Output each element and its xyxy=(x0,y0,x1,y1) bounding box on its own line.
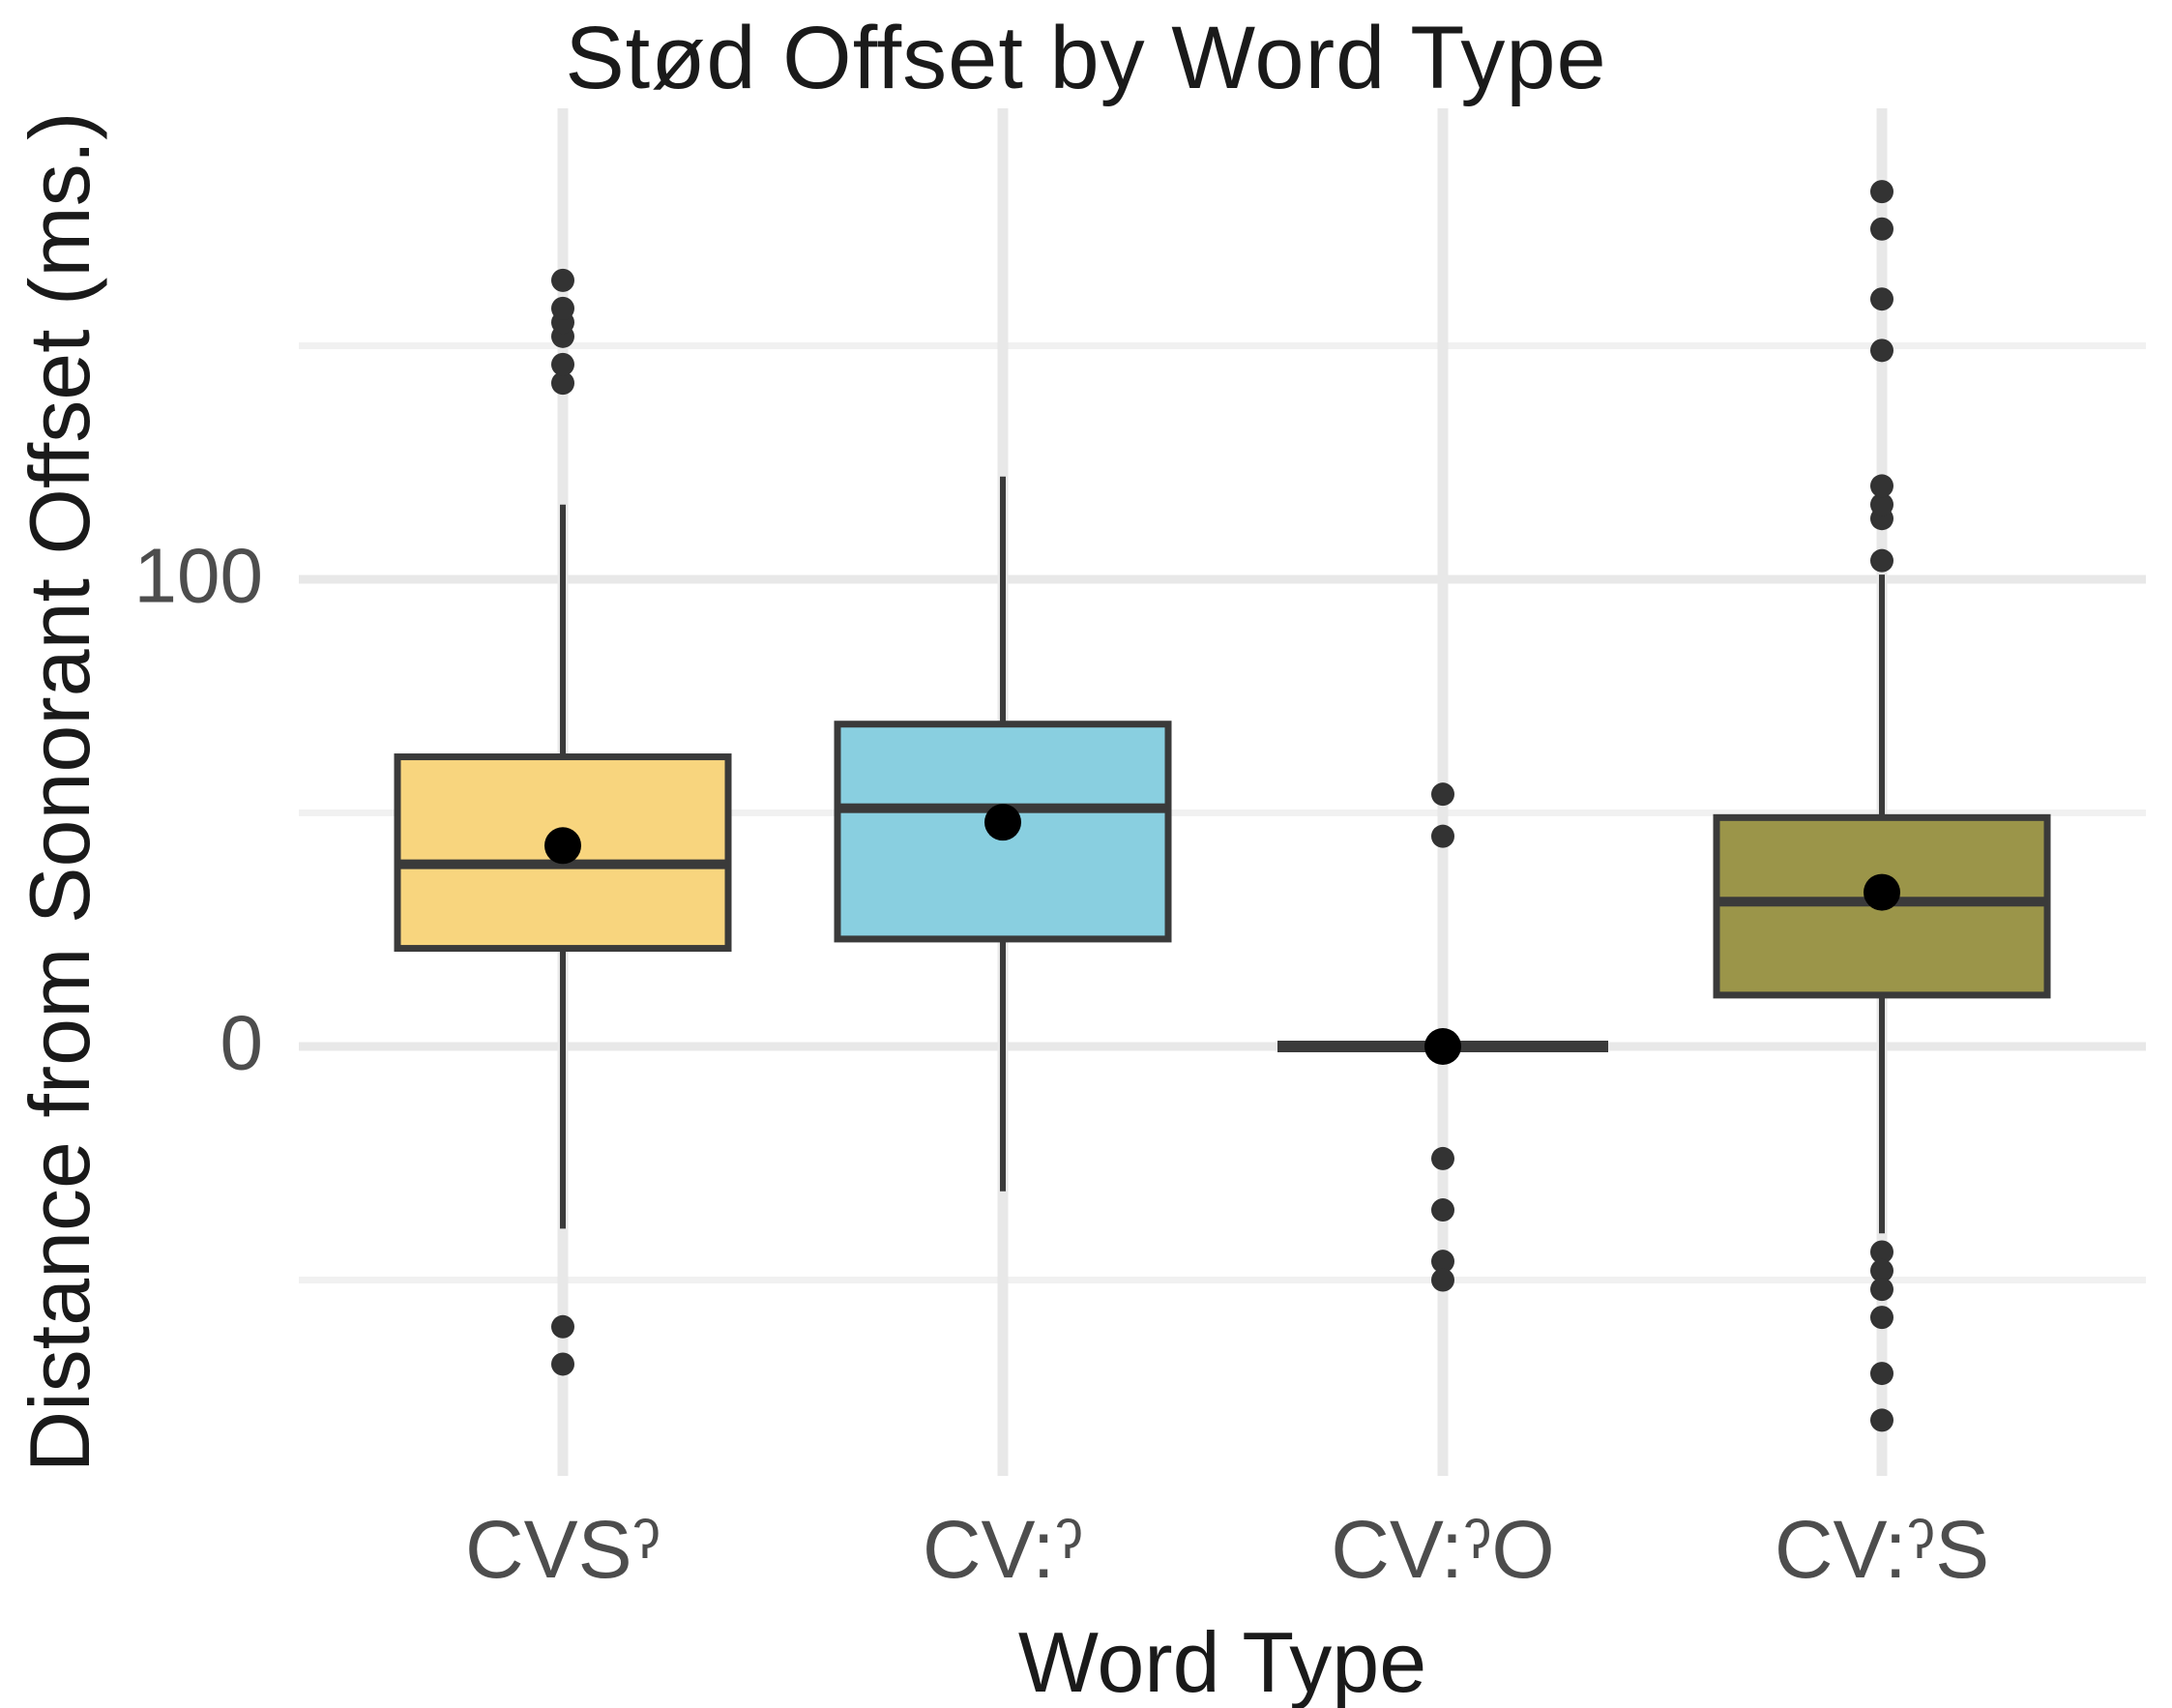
x-axis-title: Word Type xyxy=(1017,1614,1427,1708)
outlier-dot xyxy=(551,1352,574,1376)
plot-title: Stød Offset by Word Type xyxy=(565,9,1607,107)
outlier-dot xyxy=(1870,339,1893,363)
outlier-dot xyxy=(1431,1250,1454,1274)
outlier-dot xyxy=(1431,824,1454,848)
x-tick-label-cvo: CV:ˀO xyxy=(1331,1504,1555,1595)
x-tick-label-cvs2: CV:ˀS xyxy=(1774,1504,1990,1595)
x-tick-label-cvs: CVSˀ xyxy=(464,1504,661,1595)
median-line xyxy=(397,859,728,869)
x-tick-label-cv: CV:ˀ xyxy=(922,1504,1084,1595)
outlier-dot xyxy=(1431,782,1454,807)
outlier-dot xyxy=(1431,1146,1454,1170)
outlier-dot xyxy=(1870,474,1893,498)
outlier-dot xyxy=(1870,1278,1893,1302)
outlier-dot xyxy=(551,352,574,376)
y-tick-label-0: 0 xyxy=(220,999,264,1086)
mean-dot xyxy=(544,827,581,865)
y-tick-label-100: 100 xyxy=(133,532,263,619)
outlier-dot xyxy=(1431,1198,1454,1222)
y-axis-title: Distance from Sonorant Offset (ms.) xyxy=(12,111,107,1473)
outlier-dot xyxy=(1870,492,1893,516)
outlier-dot xyxy=(1870,548,1893,573)
mean-dot xyxy=(1424,1028,1461,1065)
outlier-dot xyxy=(1870,1240,1893,1264)
outlier-dot xyxy=(1870,1306,1893,1330)
outlier-dot xyxy=(551,268,574,292)
outlier-dot xyxy=(1870,180,1893,204)
outlier-dot xyxy=(1870,1258,1893,1282)
outlier-dot xyxy=(551,371,574,396)
mean-dot xyxy=(984,804,1021,841)
outlier-dot xyxy=(1870,1362,1893,1386)
mean-dot xyxy=(1864,873,1900,911)
outlier-dot xyxy=(1870,287,1893,311)
outlier-dot xyxy=(1870,217,1893,241)
outlier-dot xyxy=(551,296,574,320)
outlier-dot xyxy=(1431,1268,1454,1292)
outlier-dot xyxy=(1870,1408,1893,1432)
outlier-dot xyxy=(551,1314,574,1339)
